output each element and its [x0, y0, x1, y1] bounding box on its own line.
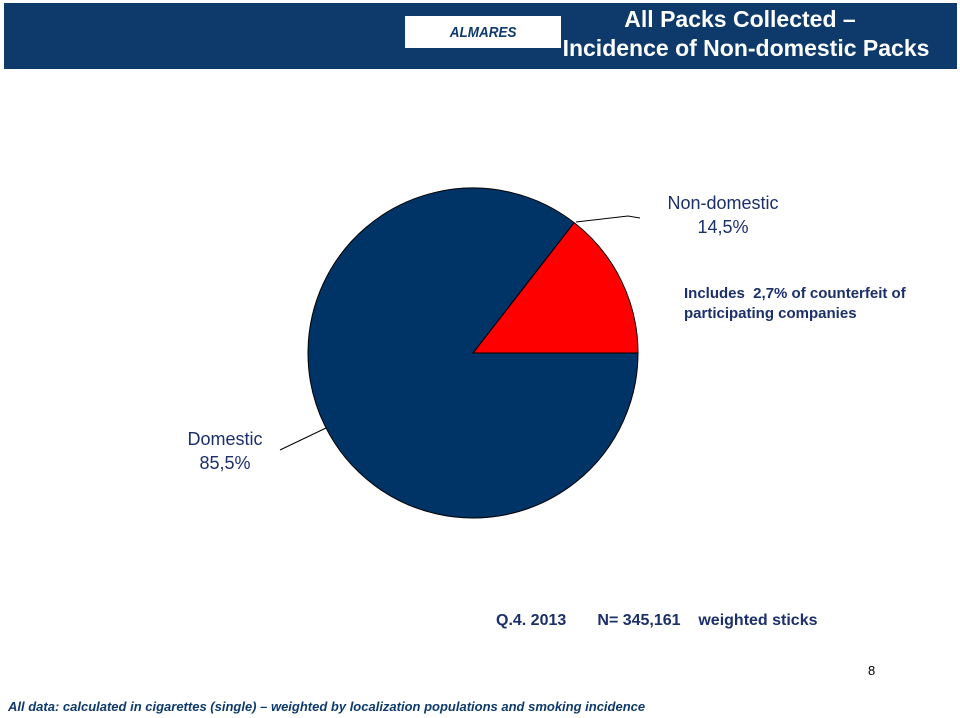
- domestic-label: Domestic 85,5%: [170, 427, 280, 475]
- footnote: All data: calculated in cigarettes (sing…: [8, 699, 646, 714]
- sample-size: Q.4. 2013 N= 345,161 weighted sticks: [496, 612, 818, 629]
- page-number: 8: [868, 663, 876, 678]
- title-line-2: Incidence of Non-domestic Packs: [562, 35, 930, 61]
- pie-slice-non-domestic: [471, 221, 639, 354]
- non-domestic-name: Non-domestic: [667, 193, 779, 213]
- title-line-1: All Packs Collected –: [624, 6, 856, 32]
- leader-line-domestic: [279, 427, 327, 451]
- domestic-value: 85,5%: [199, 453, 251, 473]
- counterfeit-note: Includes 2,7% of counterfeit of particip…: [684, 284, 906, 324]
- brand-name: ALMARES: [449, 23, 517, 41]
- domestic-name: Domestic: [187, 429, 263, 449]
- brand-logo: ALMARES: [405, 16, 561, 48]
- leader-line-non-domestic: [575, 215, 641, 223]
- pie-slices: [307, 187, 639, 519]
- non-domestic-label: Non-domestic 14,5%: [652, 191, 794, 239]
- note-line-2: participating companies: [684, 305, 857, 322]
- pie-slice-domestic: [307, 187, 639, 519]
- non-domestic-value: 14,5%: [697, 217, 749, 237]
- note-line-1: Includes 2,7% of counterfeit of: [684, 285, 906, 302]
- page-title: All Packs Collected – Incidence of Non-d…: [530, 5, 950, 63]
